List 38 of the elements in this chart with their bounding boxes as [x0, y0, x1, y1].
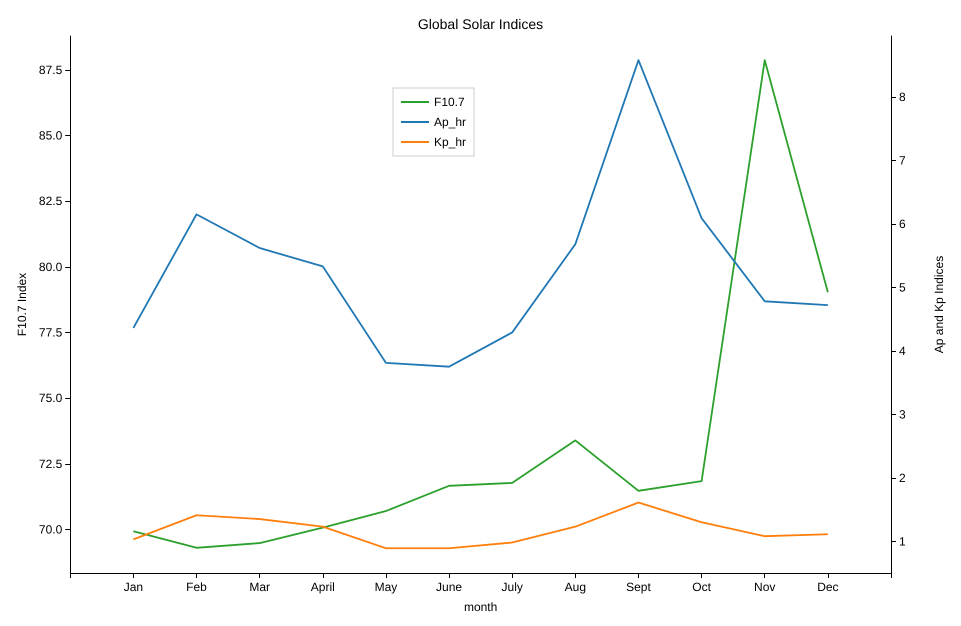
y-tick-label: 87.5 [38, 62, 63, 77]
line-series [132, 59, 829, 368]
x-tick-label: Aug [564, 580, 586, 594]
y-axis-title: F10.7 Index [15, 272, 29, 336]
x-tick-label: April [310, 580, 335, 594]
y2-tick-label: 8 [899, 90, 906, 104]
y2-tick-label: 5 [899, 280, 906, 294]
y-tick-label: 70.0 [38, 522, 63, 536]
legend-label: Kp_hr [434, 135, 466, 149]
y-tick-label: 77.5 [38, 325, 63, 340]
y-tick-label: 72.5 [38, 456, 63, 471]
y2-tick-label: 3 [899, 407, 906, 422]
line-series [132, 59, 829, 549]
x-tick-label: Oct [692, 580, 712, 594]
x-tick-label: Jan [124, 580, 144, 594]
y2-tick-label: 4 [899, 344, 906, 358]
x-tick-label: Feb [186, 580, 208, 594]
x-tick-label: Nov [754, 580, 776, 594]
y2-axis-title: Ap and Kp Indices [932, 256, 946, 354]
x-axis-title: month [464, 600, 498, 614]
x-tick-label: Dec [817, 580, 839, 594]
y-tick-label: 82.5 [38, 194, 63, 208]
y-tick-label: 80.0 [38, 260, 63, 274]
x-tick-label: Sept [626, 580, 652, 594]
x-tick-label: Mar [249, 580, 270, 594]
y2-tick-label: 1 [899, 534, 906, 548]
line-series [132, 502, 829, 550]
legend-label: F10.7 [434, 95, 466, 109]
y2-tick-label: 7 [899, 153, 906, 168]
x-tick-label: July [502, 580, 523, 594]
legend-label: Ap_hr [434, 115, 466, 129]
y-tick-label: 75.0 [38, 391, 63, 406]
chart-title: Global Solar Indices [418, 16, 544, 32]
y2-tick-label: 2 [899, 470, 906, 485]
y2-tick-label: 6 [899, 216, 906, 231]
x-tick-label: June [436, 580, 462, 594]
x-tick-label: May [374, 580, 398, 594]
y-tick-label: 85.0 [38, 128, 63, 143]
